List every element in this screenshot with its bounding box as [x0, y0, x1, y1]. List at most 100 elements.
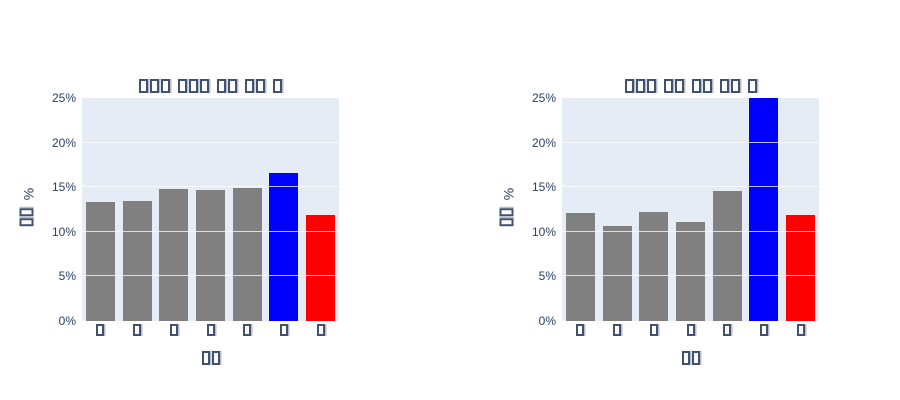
tofu-glyph — [243, 324, 252, 336]
x-tick-label — [683, 323, 699, 341]
chart-title — [82, 79, 339, 95]
tofu-glyph — [245, 79, 254, 93]
tofu-word — [169, 323, 179, 341]
gridline — [82, 141, 339, 143]
x-tick-label — [719, 323, 735, 341]
tofu-glyph — [759, 324, 768, 336]
bar[interactable] — [676, 222, 705, 321]
tofu-word — [663, 79, 685, 96]
x-tick-label — [313, 323, 329, 341]
tofu-glyph — [646, 79, 656, 93]
tofu-glyph — [719, 79, 729, 93]
chart-title — [562, 79, 819, 95]
tofu-glyph — [139, 79, 148, 93]
x-tick-labels — [562, 323, 819, 337]
bar[interactable] — [269, 172, 299, 321]
bar[interactable] — [565, 213, 595, 321]
tofu-word — [686, 323, 696, 341]
tofu-word — [272, 79, 283, 96]
x-tick-label — [756, 323, 772, 341]
tofu-glyph — [133, 324, 142, 336]
bar[interactable] — [196, 189, 225, 321]
tofu-glyph — [663, 79, 673, 93]
tofu-word — [612, 323, 622, 341]
plot-area[interactable] — [562, 98, 819, 321]
tofu-glyph — [200, 79, 209, 93]
tofu-word — [759, 323, 769, 341]
y-tick-label: 25% — [51, 91, 76, 105]
bar-chart-left: % 0% 5% 10% 15% 20% 25% — [19, 79, 339, 367]
tofu-glyph — [730, 79, 740, 93]
x-axis-label — [82, 351, 339, 367]
tofu-glyph — [211, 351, 220, 365]
x-tick-label — [92, 323, 108, 341]
tofu-word — [242, 323, 252, 341]
tofu-glyph — [686, 324, 695, 336]
tofu-glyph — [576, 324, 585, 336]
bar[interactable] — [749, 98, 779, 321]
y-tick-label: 5% — [538, 269, 556, 284]
x-tick-label — [166, 323, 182, 341]
tofu-glyph — [691, 351, 700, 365]
tofu-glyph — [796, 324, 805, 336]
tofu-glyph — [178, 79, 187, 93]
bar[interactable] — [306, 214, 336, 321]
tofu-glyph — [747, 79, 757, 93]
bar-chart-right: % 0% 5% 10% 15% 20% 25% — [450, 0, 900, 400]
tofu-word — [624, 79, 657, 96]
y-tick-label: 5% — [58, 269, 76, 284]
bar[interactable] — [786, 214, 816, 321]
bar[interactable] — [639, 212, 669, 321]
x-tick-label — [646, 323, 662, 341]
tofu-glyph — [613, 324, 622, 336]
tofu-glyph — [161, 79, 170, 93]
tofu-word — [575, 323, 585, 341]
plot-area[interactable] — [82, 98, 339, 321]
tofu-glyph — [169, 324, 178, 336]
tofu-word — [138, 79, 171, 96]
tofu-glyph — [217, 79, 226, 93]
bar[interactable] — [712, 190, 742, 321]
tofu-glyph — [635, 79, 645, 93]
x-tick-label — [203, 323, 219, 341]
tofu-glyph — [273, 79, 282, 93]
gridline — [562, 186, 819, 188]
y-tick-label: 25% — [531, 91, 556, 105]
tofu-word — [691, 79, 713, 96]
bar[interactable] — [159, 188, 189, 321]
tofu-word — [722, 323, 732, 341]
tofu-word — [796, 323, 806, 341]
y-tick-label: 0% — [538, 314, 556, 328]
tofu-glyph — [624, 79, 634, 93]
tofu-word — [279, 323, 289, 341]
bar[interactable] — [602, 225, 632, 321]
tofu-glyph — [189, 79, 198, 93]
tofu-glyph — [19, 208, 34, 217]
tofu-word — [649, 323, 659, 341]
gridline — [562, 141, 819, 143]
bar[interactable] — [85, 202, 115, 321]
tofu-glyph — [228, 79, 237, 93]
tofu-word — [719, 79, 741, 96]
tofu-word — [681, 351, 701, 370]
x-tick-label — [609, 323, 625, 341]
x-axis-label — [562, 351, 819, 367]
x-tick-label — [572, 323, 588, 341]
tofu-word — [177, 79, 210, 96]
bar[interactable] — [232, 188, 262, 321]
tofu-glyph — [201, 351, 210, 365]
tofu-glyph — [723, 324, 732, 336]
y-tick-label: 10% — [531, 224, 556, 239]
tofu-word — [216, 79, 238, 96]
x-tick-label — [239, 323, 255, 341]
tofu-word — [316, 323, 326, 341]
tofu-glyph — [316, 324, 325, 336]
y-tick-label: 15% — [51, 180, 76, 195]
tofu-glyph — [256, 79, 265, 93]
bar[interactable] — [122, 200, 152, 321]
tofu-glyph — [681, 351, 690, 365]
tofu-glyph — [150, 79, 159, 93]
gridline — [82, 186, 339, 188]
tofu-glyph — [279, 324, 288, 336]
tofu-word — [244, 79, 266, 96]
